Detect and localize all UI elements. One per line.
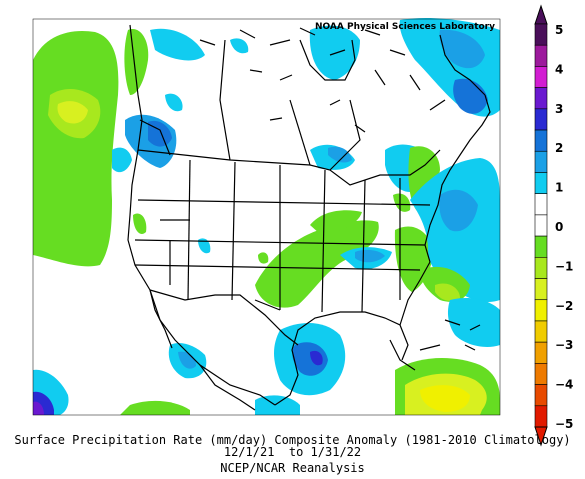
colorbar-min-arrow (534, 426, 548, 447)
colorbar-swatch (534, 363, 548, 385)
colorbar-tick-label: 3 (555, 102, 563, 116)
colorbar-swatch (534, 66, 548, 88)
map-title-line2: 12/1/21 to 1/31/22 (223, 445, 362, 459)
colorbar-tick-label: 4 (555, 62, 563, 76)
colorbar-swatch (534, 44, 548, 67)
colorbar-swatch (534, 193, 548, 216)
colorbar-swatch (534, 108, 548, 131)
colorbar-swatch (534, 87, 548, 110)
colorbar-swatch (534, 341, 548, 364)
colorbar-tick-label: −5 (555, 417, 573, 431)
colorbar-tick-label: −3 (555, 338, 573, 352)
colorbar-tick-label: −4 (555, 378, 573, 392)
colorbar-swatch (534, 23, 548, 46)
colorbar-swatch (534, 235, 548, 258)
colorbar-tick-label: 1 (555, 181, 563, 195)
colorbar-tick-label: 5 (555, 23, 563, 37)
colorbar-swatch (534, 384, 548, 407)
colorbar-tick-label: 2 (555, 141, 563, 155)
colorbar-swatch (534, 150, 548, 173)
colorbar-swatch (534, 257, 548, 279)
arctic-islands (199, 27, 481, 351)
colorbar-swatch (534, 320, 548, 343)
colorbar-swatch (534, 214, 548, 237)
colorbar-swatch (534, 129, 548, 152)
colorbar-swatch (534, 172, 548, 194)
colorbar-swatch (534, 405, 548, 428)
colorbar-swatch (534, 299, 548, 322)
anomaly-map: NOAA Physical Sciences Laboratory (32, 18, 501, 416)
credit-label: NOAA Physical Sciences Laboratory (315, 22, 495, 32)
colorbar-tick-label: −1 (555, 259, 573, 273)
map-title-line1: Surface Precipitation Rate (mm/day) Comp… (14, 433, 571, 447)
colorbar-swatch (534, 278, 548, 301)
colorbar-tick-label: 0 (555, 220, 563, 234)
colorbar-tick-label: −2 (555, 299, 573, 313)
colorbar-max-arrow (534, 4, 548, 25)
anomaly-shading (33, 18, 500, 415)
map-boundaries (127, 24, 491, 411)
colorbar: 5 4 3 2 1 0 −1 −2 −3 −4 −5 (534, 4, 573, 447)
map-title-line3: NCEP/NCAR Reanalysis (220, 461, 365, 475)
